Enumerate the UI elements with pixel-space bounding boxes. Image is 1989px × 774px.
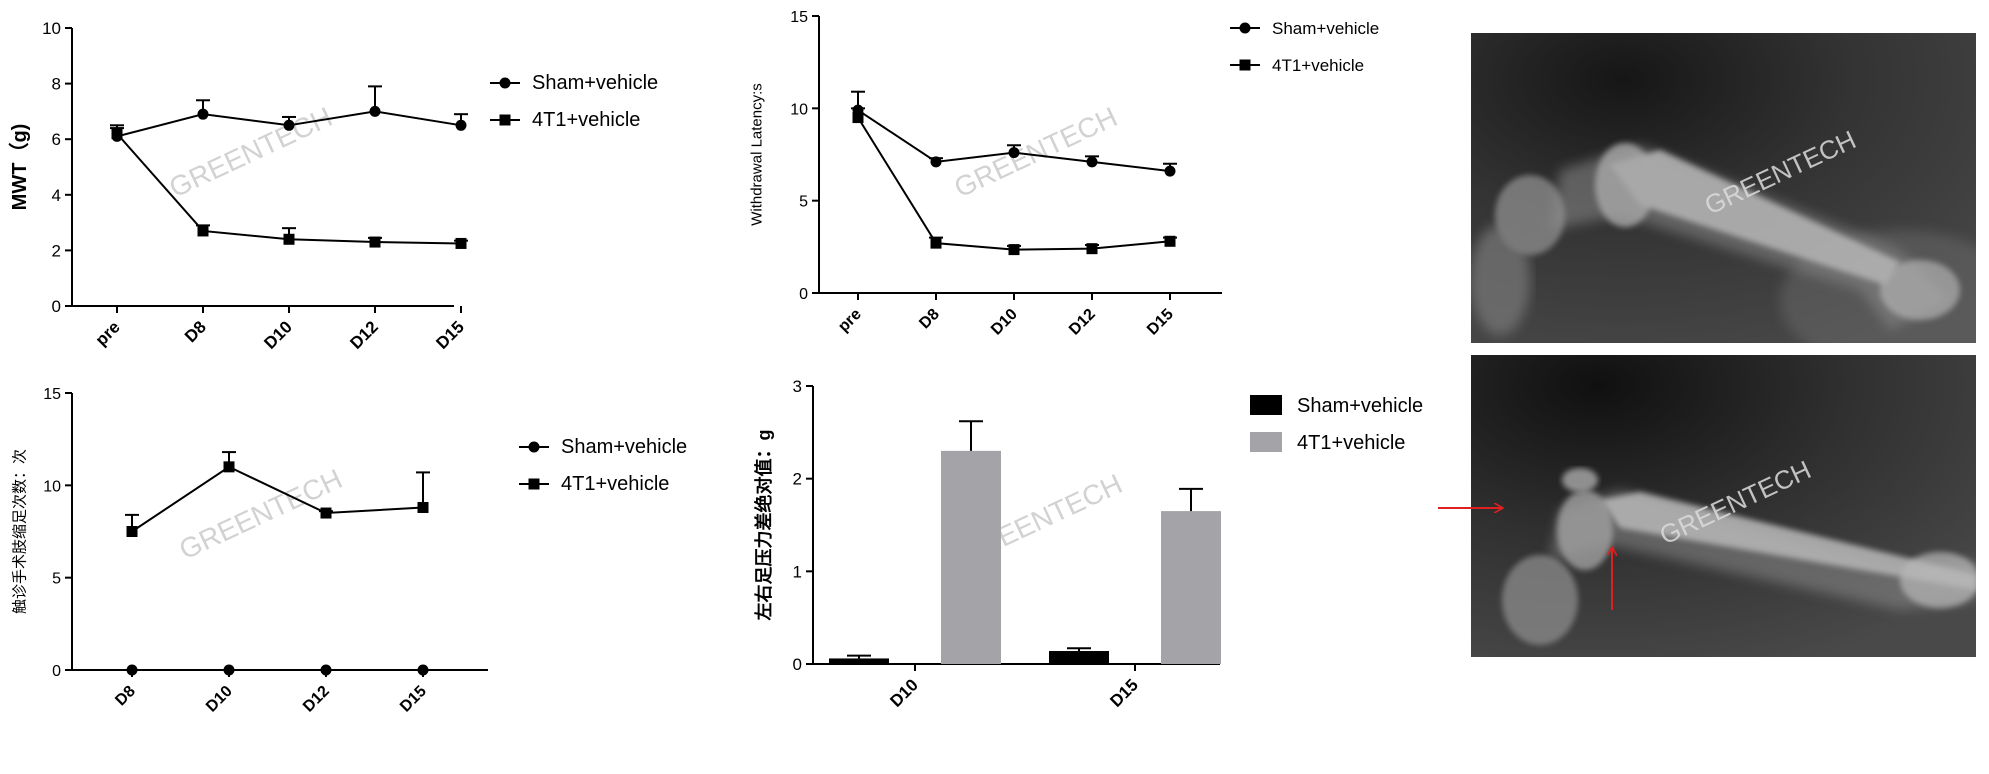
x-tick-label: D10	[988, 306, 1021, 339]
legend-label: 4T1+vehicle	[532, 109, 640, 131]
x-tick-label: D12	[1066, 306, 1099, 339]
data-point	[930, 237, 942, 249]
data-point	[455, 237, 467, 249]
series-line	[131, 465, 424, 533]
x-tick-label: D10	[203, 683, 236, 716]
y-tick-label: 2	[52, 241, 61, 260]
y-tick-label: 1	[793, 562, 802, 581]
y-tick-label: 10	[43, 478, 61, 495]
data-point	[223, 461, 235, 473]
y-tick-label: 5	[52, 571, 61, 588]
y-tick-label: 15	[790, 9, 808, 26]
data-point	[283, 119, 295, 131]
data-point	[223, 664, 235, 676]
x-tick-label: D8	[112, 683, 139, 710]
data-point	[111, 128, 123, 140]
x-tick-label: D15	[397, 683, 430, 716]
legend-label: 4T1+vehicle	[1297, 432, 1405, 454]
y-axis-label: 左右足压力差绝对值：g	[753, 430, 774, 621]
data-point	[369, 105, 381, 117]
x-tick-label: D8	[181, 317, 210, 346]
data-point	[369, 236, 381, 248]
data-point	[126, 664, 138, 676]
data-point	[852, 112, 864, 124]
data-point	[197, 108, 209, 120]
legend-marker	[499, 77, 511, 89]
data-point	[1008, 244, 1020, 256]
series-line	[857, 117, 1171, 251]
x-tick-label: D12	[300, 683, 333, 716]
y-tick-label: 6	[52, 130, 61, 149]
x-tick-label: D10	[260, 317, 295, 352]
data-point	[126, 526, 138, 537]
y-tick-label: 5	[799, 194, 808, 211]
data-point	[1164, 165, 1176, 177]
bar	[941, 450, 1001, 664]
y-tick-label: 4	[52, 186, 61, 205]
y-tick-label: 0	[52, 663, 61, 680]
data-point	[197, 225, 209, 237]
legend-label: Sham+vehicle	[532, 72, 658, 94]
data-point	[455, 119, 467, 131]
y-tick-label: 8	[52, 75, 61, 94]
legend-marker	[528, 441, 540, 453]
legend-swatch	[1250, 432, 1282, 452]
data-point	[320, 664, 332, 676]
legend-label: Sham+vehicle	[1297, 395, 1423, 417]
data-point	[1086, 156, 1098, 168]
x-tick-label: pre	[92, 317, 124, 349]
x-tick-label: pre	[835, 306, 865, 336]
xray-image-bottom: GREENTECH	[1471, 355, 1976, 657]
y-tick-label: 0	[52, 297, 61, 316]
x-tick-label: D10	[886, 675, 921, 710]
legend-swatch	[1250, 395, 1282, 415]
data-point	[930, 156, 942, 168]
y-tick-label: 0	[793, 655, 802, 674]
y-axis-label: Withdrawal Latency:s	[749, 83, 766, 226]
y-tick-label: 3	[793, 377, 802, 396]
legend-label: 4T1+vehicle	[1272, 56, 1364, 75]
y-tick-label: 10	[42, 19, 61, 38]
data-point	[1086, 243, 1098, 255]
x-tick-label: D15	[1144, 306, 1177, 339]
x-tick-label: D8	[916, 306, 943, 333]
data-point	[417, 501, 429, 513]
mwt-line-chart: GREENTECH 0 2 4 6 8 10 MWT（g) pre D8 D10 D12 D15 Sham…	[8, 19, 658, 353]
x-tick-label: D15	[1106, 675, 1141, 710]
data-point	[1008, 147, 1020, 159]
legend-label: Sham+vehicle	[561, 436, 687, 458]
data-point	[1164, 235, 1176, 247]
watermark: GREENTECH	[164, 101, 336, 203]
legend-label: 4T1+vehicle	[561, 473, 669, 495]
y-tick-label: 0	[799, 286, 808, 303]
y-tick-label: 2	[793, 470, 802, 489]
data-point	[320, 507, 332, 519]
x-tick-label: D15	[432, 317, 467, 352]
x-tick-label: D12	[346, 317, 381, 352]
data-point	[283, 233, 295, 245]
legend-label: Sham+vehicle	[1272, 19, 1379, 38]
bar	[1161, 511, 1221, 664]
y-axis-label: 触诊手术肢缩足次数：次	[12, 449, 29, 614]
legend-marker	[1239, 59, 1251, 71]
legend-marker	[1239, 22, 1251, 34]
legend-marker	[499, 114, 511, 126]
data-point	[417, 664, 429, 676]
y-tick-label: 10	[790, 101, 808, 118]
legend-marker	[528, 478, 540, 490]
y-tick-label: 15	[43, 386, 61, 403]
y-axis-label: MWT（g)	[8, 124, 31, 211]
bar	[1049, 651, 1109, 664]
watermark: GREENTECH	[949, 101, 1121, 203]
bar	[829, 658, 889, 664]
xray-image-top: GREENTECH	[1471, 33, 1976, 343]
withdrawal-latency-line-chart: GREENTECH 0 5 10 15 Withdrawal Latency:s pre D8…	[749, 9, 1380, 339]
